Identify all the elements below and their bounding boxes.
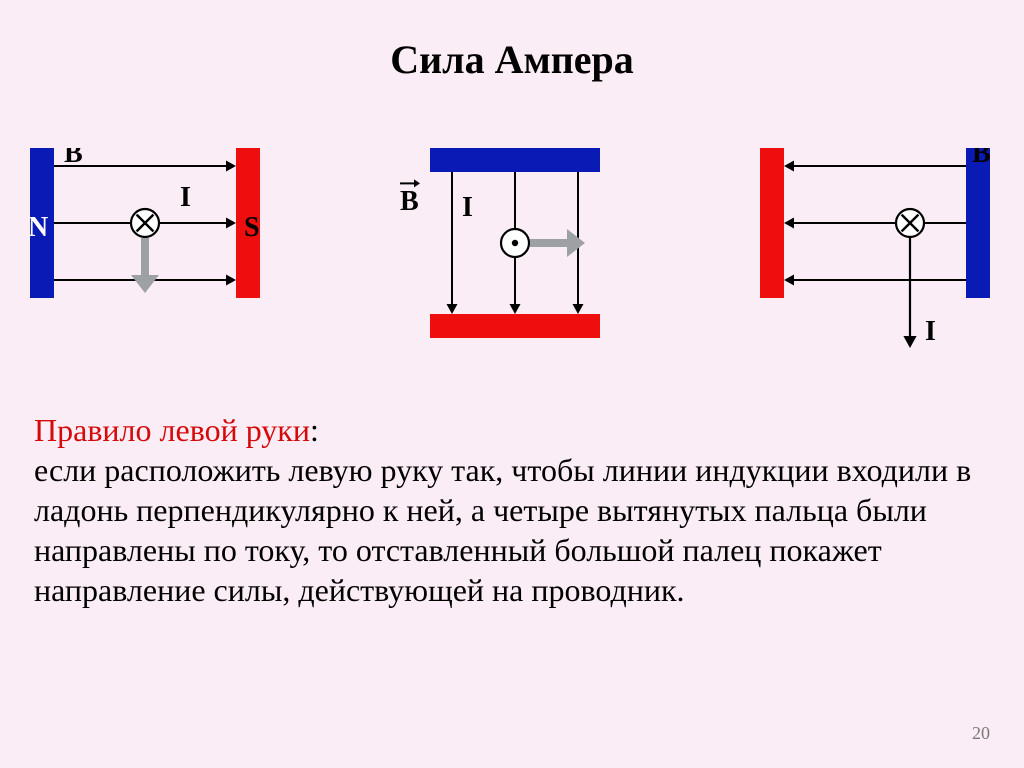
- svg-text:B: B: [972, 148, 991, 169]
- svg-text:I: I: [462, 192, 473, 223]
- svg-text:I: I: [180, 182, 191, 213]
- svg-text:B: B: [400, 186, 419, 217]
- diagram-3: BI: [760, 148, 992, 348]
- diagrams-row: NSBIBIBI: [0, 148, 1024, 348]
- slide-number: 20: [972, 723, 990, 744]
- svg-text:B: B: [64, 148, 83, 169]
- rule-colon: :: [310, 412, 319, 448]
- diagram-2: BI: [400, 148, 600, 338]
- page-title: Сила Ампера: [0, 36, 1024, 83]
- svg-text:S: S: [244, 212, 260, 243]
- rule-body: если расположить левую руку так, чтобы л…: [34, 452, 971, 608]
- diagrams-svg: NSBIBIBI: [0, 148, 1024, 378]
- svg-text:N: N: [28, 212, 48, 243]
- slide: Сила Ампера NSBIBIBI Правило левой руки:…: [0, 0, 1024, 768]
- svg-text:I: I: [925, 316, 936, 347]
- diagram-1: N S B I: [28, 148, 260, 298]
- rule-heading: Правило левой руки: [34, 412, 310, 448]
- rule-text: Правило левой руки: если расположить лев…: [34, 410, 994, 610]
